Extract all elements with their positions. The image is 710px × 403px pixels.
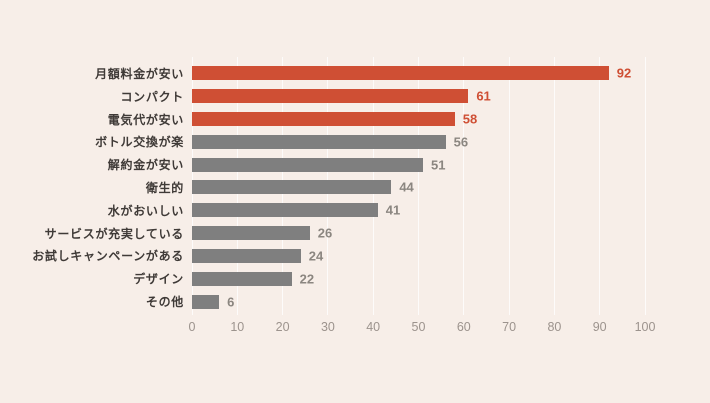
bar-value: 51 (431, 157, 446, 173)
x-tick-label: 0 (188, 320, 196, 334)
bar-label: 電気代が安い (107, 112, 184, 127)
bar-label: ボトル交換が楽 (95, 135, 184, 150)
bar-track: 56 (192, 134, 645, 150)
x-tick-label: 80 (547, 320, 562, 334)
bar (192, 271, 292, 286)
bar-row: 衛生的 44 (0, 176, 645, 199)
bar (192, 248, 301, 263)
bar-label: 衛生的 (145, 180, 184, 195)
bar-row: 解約金が安い 51 (0, 153, 645, 176)
bar (192, 66, 609, 81)
gridline (644, 57, 646, 315)
bar (192, 294, 220, 309)
x-tick-label: 70 (502, 320, 517, 334)
bar-value: 56 (453, 134, 469, 150)
bar-label: コンパクト (120, 89, 184, 104)
bar-track: 6 (192, 294, 645, 310)
bar-label: デザイン (133, 272, 184, 287)
x-tick-label: 20 (275, 320, 290, 334)
bar-track: 22 (192, 271, 645, 287)
bar (192, 180, 392, 195)
bar-label: 月額料金が安い (95, 66, 184, 81)
bar (192, 134, 446, 149)
gridline (418, 57, 419, 315)
bar-value: 58 (462, 111, 478, 127)
bar-label: 水がおいしい (107, 203, 184, 218)
bar (192, 226, 310, 241)
bar-row: 水がおいしい 41 (0, 199, 645, 222)
bar-row: コンパクト 61 (0, 85, 645, 108)
bar-value: 61 (476, 88, 491, 104)
x-tick-label: 30 (320, 320, 335, 334)
bar-value: 22 (299, 271, 315, 287)
bar-value: 26 (317, 225, 333, 241)
bar (192, 157, 424, 172)
x-tick-label: 60 (456, 320, 471, 334)
bar-row: お試しキャンペーンがある 24 (0, 245, 645, 268)
bar-label: お試しキャンペーンがある (32, 249, 184, 264)
x-tick-label: 100 (634, 320, 656, 334)
bar-track: 44 (192, 179, 645, 195)
bar (192, 89, 469, 104)
bar-value: 24 (308, 248, 324, 264)
gridline (553, 57, 555, 315)
gridline (599, 57, 601, 315)
bar-track: 26 (192, 225, 645, 241)
bar-track: 61 (192, 88, 645, 104)
bar-value: 6 (227, 294, 235, 310)
bar-track: 51 (192, 157, 645, 173)
bar-row: 電気代が安い 58 (0, 108, 645, 131)
bar-label: 解約金が安い (107, 158, 184, 173)
bar-value: 92 (616, 65, 632, 81)
bar-row: デザイン 22 (0, 267, 645, 290)
gridline (463, 57, 465, 315)
bar-row: ボトル交換が楽 56 (0, 130, 645, 153)
x-tick-label: 40 (366, 320, 381, 334)
bar (192, 203, 378, 218)
x-tick-label: 50 (411, 320, 426, 334)
bar (192, 112, 455, 127)
bar-row: その他 6 (0, 290, 645, 313)
bar-track: 92 (192, 65, 645, 81)
gridline (508, 57, 510, 315)
bar-track: 24 (192, 248, 645, 264)
x-tick-label: 10 (230, 320, 245, 334)
bar-label: その他 (145, 295, 184, 310)
bar-value: 41 (385, 202, 401, 218)
bar-value: 44 (399, 179, 414, 195)
x-tick-label: 90 (592, 320, 607, 334)
bar-track: 58 (192, 111, 645, 127)
bar-label: サービスが充実している (44, 226, 184, 241)
bar-track: 41 (192, 202, 645, 218)
x-axis: 0 10 20 30 40 50 60 70 80 90 100 (188, 320, 656, 336)
bar-rows: 月額料金が安い 92 コンパクト 61 電気代が安い 58 ボトル交換が楽 56 解約金が安い 5… (0, 62, 645, 313)
bar-row: サービスが充実している 26 (0, 222, 645, 245)
bar-row: 月額料金が安い 92 (0, 62, 645, 85)
